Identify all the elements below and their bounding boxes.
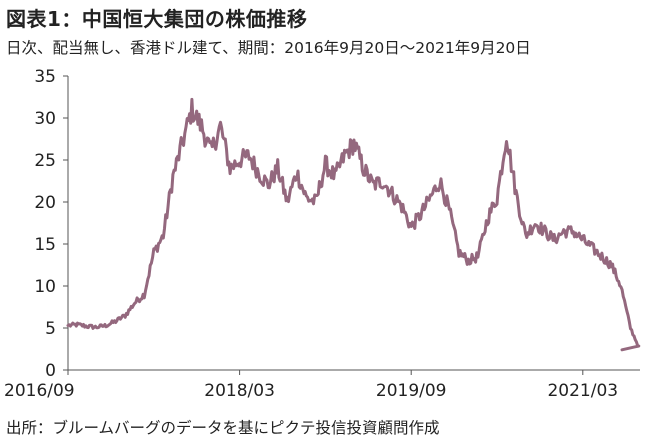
chart-subtitle: 日次、配当無し、香港ドル建て、期間：2016年9月20日～2021年9月20日	[6, 39, 531, 57]
source-note: 出所：ブルームバーグのデータを基にピクテ投信投資顧問作成	[6, 419, 440, 437]
chart-axes	[63, 75, 640, 375]
y-tick-label: 25	[34, 151, 56, 171]
y-tick-label: 15	[34, 235, 56, 255]
series-line-stock-price	[66, 97, 641, 352]
y-tick-label: 35	[34, 67, 56, 87]
x-tick-label: 2019/09	[376, 381, 447, 401]
y-tick-label: 0	[45, 361, 56, 381]
chart-title: 図表1：中国恒大集団の株価推移	[6, 7, 308, 31]
y-tick-label: 30	[34, 109, 56, 129]
x-tick-label: 2021/03	[547, 381, 618, 401]
series-line-group	[66, 97, 641, 352]
y-tick-label: 20	[34, 193, 56, 213]
x-tick-label: 2018/03	[204, 381, 275, 401]
tick-labels: 0 5 10 15 20 25 30 35 2016/09 2018/03 2019/09 2021/…	[4, 67, 618, 401]
x-tick-label: 2016/09	[4, 381, 75, 401]
y-tick-label: 10	[34, 277, 56, 297]
y-tick-label: 5	[45, 319, 56, 339]
